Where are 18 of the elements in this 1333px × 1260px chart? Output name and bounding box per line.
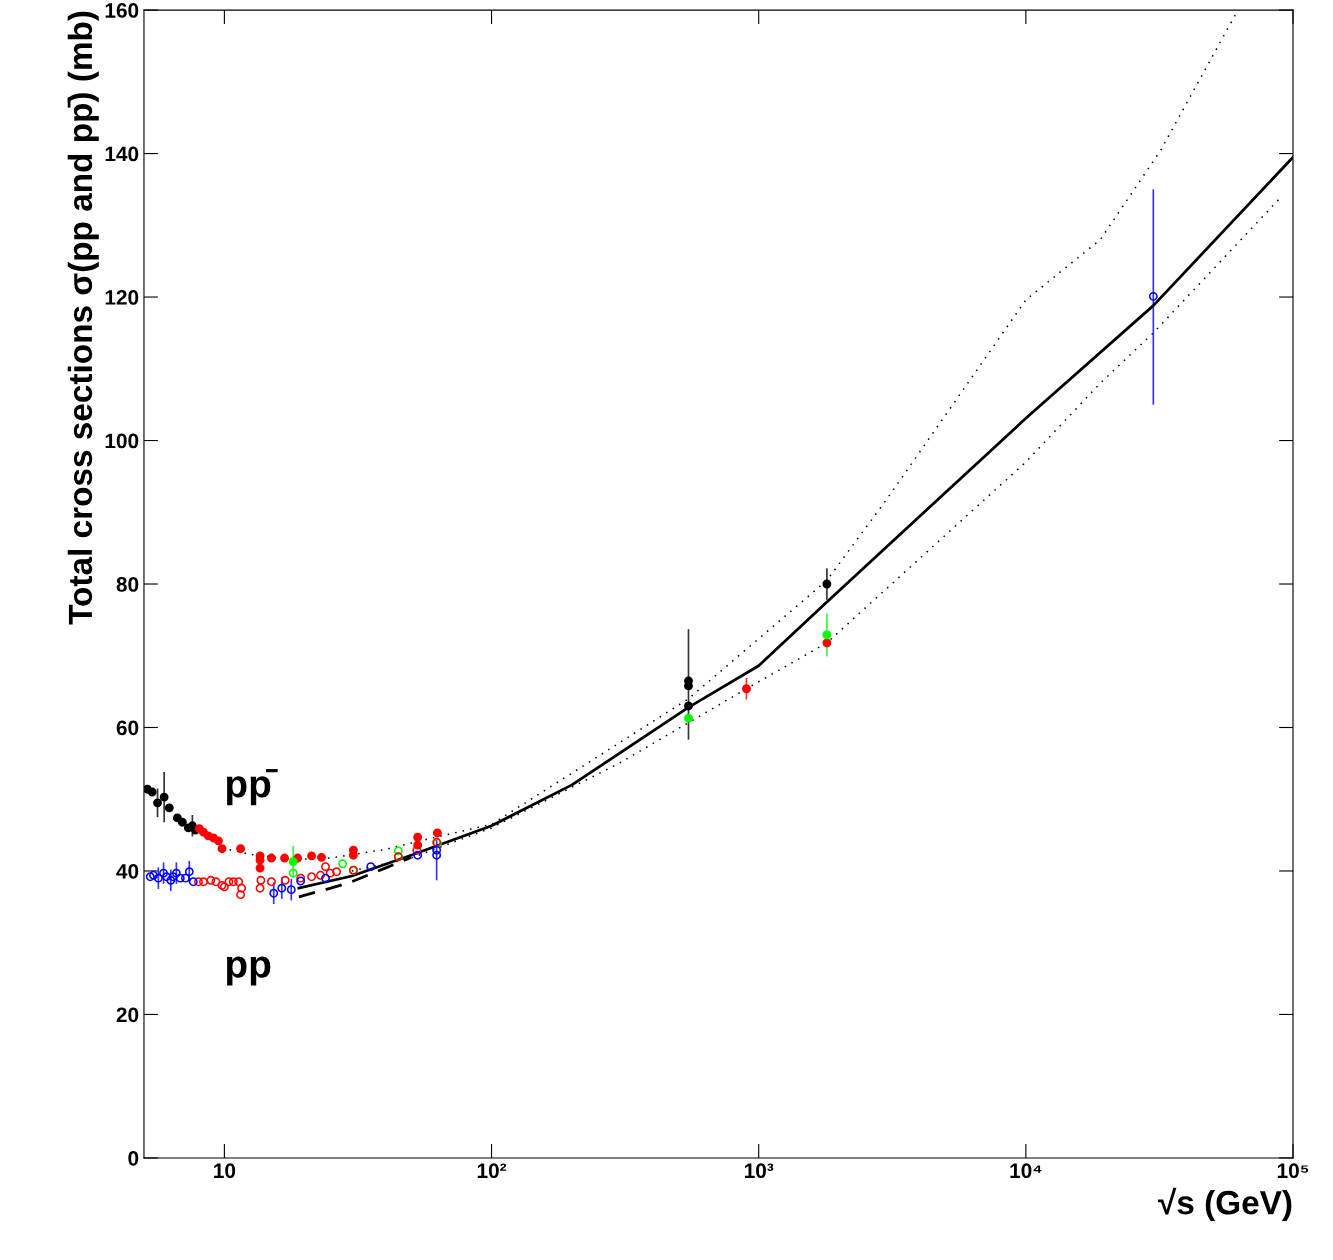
x-tick-label: 10³ [744, 1163, 774, 1179]
y-tick-label: 120 [105, 290, 139, 305]
y-tick-label: 100 [105, 433, 139, 449]
y-tick-label: 80 [116, 577, 139, 592]
annotation: pp̄ [226, 769, 278, 806]
y-tick-label: 140 [105, 146, 139, 162]
x-tick-label: 10⁴ [1010, 1163, 1042, 1179]
y-axis-title: Total cross sections σ(pp and pp̄) (mb) [67, 11, 99, 625]
x-axis-title: √s (GeV) [1158, 1187, 1292, 1222]
annotation: pp [226, 956, 271, 986]
x-tick-label: 10 [214, 1163, 236, 1179]
y-tick-label: 40 [116, 863, 139, 879]
y-tick-label: 0 [128, 1150, 139, 1166]
y-tick-label: 60 [116, 720, 139, 736]
x-tick-label: 10² [477, 1163, 507, 1179]
y-tick-label: 160 [105, 3, 139, 18]
y-tick-label: 20 [116, 1007, 139, 1023]
x-tick-label: 10⁵ [1277, 1163, 1309, 1179]
